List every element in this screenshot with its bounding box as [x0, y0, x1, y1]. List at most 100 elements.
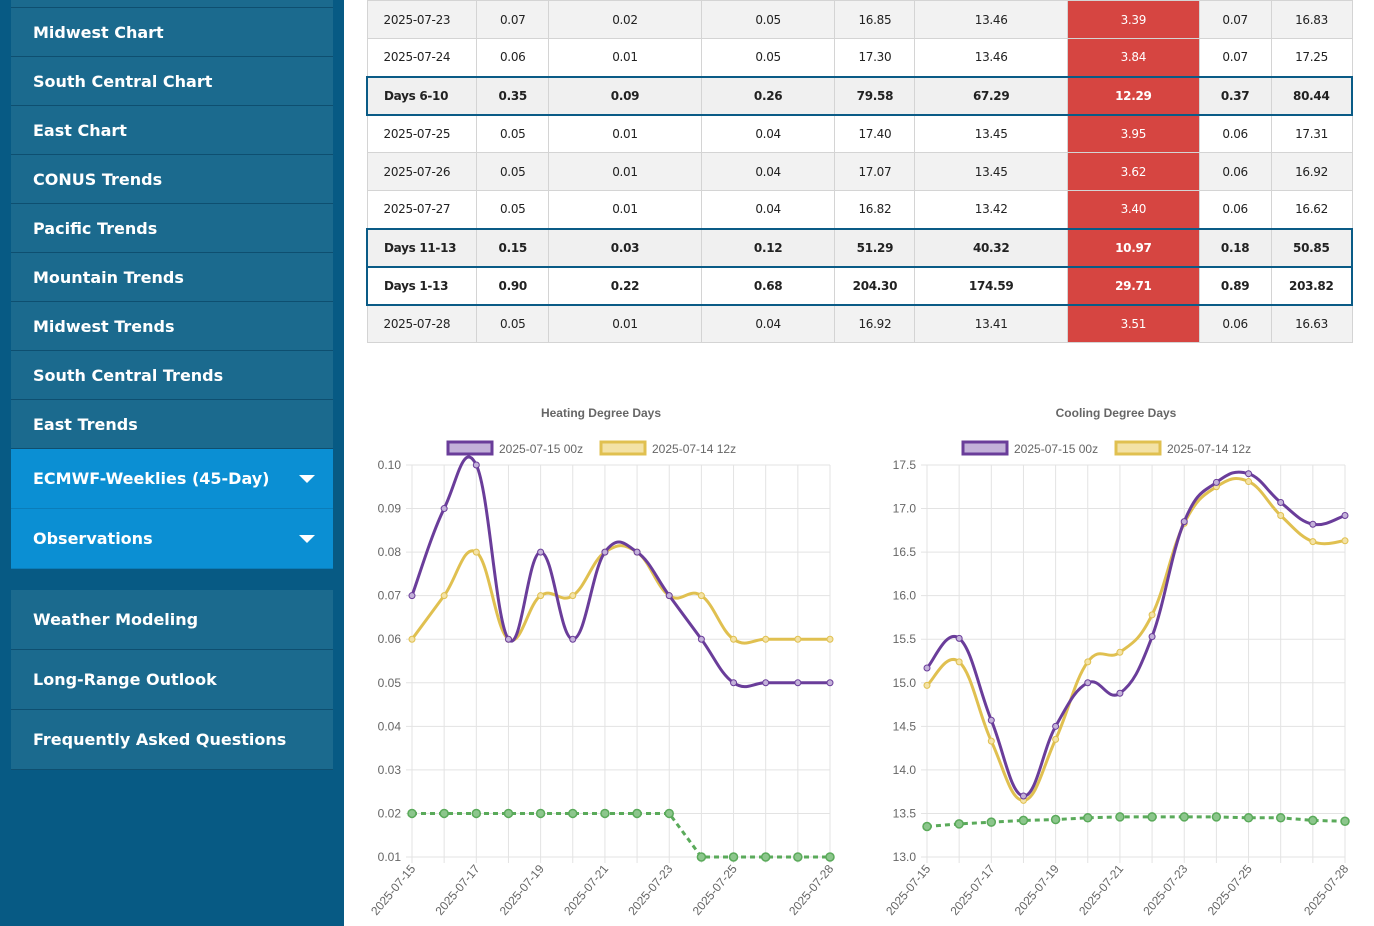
data-point: [1147, 812, 1157, 822]
sidebar-item-south-central-chart[interactable]: South Central Chart: [11, 57, 333, 106]
data-point: [1340, 816, 1350, 827]
data-point: [730, 635, 738, 643]
caret-down-icon: [299, 474, 315, 483]
y-tick-label: 0.10: [378, 458, 402, 472]
x-tick-label: 2025-07-19: [1012, 862, 1062, 918]
table-cell: 17.30: [834, 38, 916, 77]
data-point: [760, 852, 771, 862]
sidebar-item-label: ECMWF-Weeklies (45-Day): [33, 469, 270, 488]
data-point: [1245, 478, 1253, 486]
table-cell: 3.39: [1067, 0, 1200, 39]
x-tick-label: 2025-07-28: [786, 862, 836, 918]
x-tick-label: 2025-07-21: [561, 862, 611, 918]
table-cell: 0.07: [1198, 38, 1272, 77]
sidebar-item-faq[interactable]: Frequently Asked Questions: [11, 710, 333, 770]
data-point: [407, 808, 417, 819]
series-line-baseline: [926, 815, 1346, 829]
data-point: [987, 716, 995, 724]
table-row: 2025-07-25 0.05 0.01 0.04 17.40 13.45 3.95 0.06…: [366, 114, 1353, 153]
legend-swatch: [446, 440, 494, 456]
y-tick-label: 17.5: [893, 458, 917, 472]
y-tick-label: 14.5: [893, 719, 917, 733]
sidebar-nav-secondary: Weather Modeling Long-Range Outlook Freq…: [11, 590, 333, 770]
table-cell: 2025-07-25: [366, 114, 478, 153]
data-point: [1275, 813, 1286, 823]
data-point: [697, 592, 705, 600]
table-cell: 0.18: [1198, 227, 1272, 268]
data-point: [1052, 735, 1060, 743]
sidebar-item-top[interactable]: [11, 0, 333, 8]
sidebar-item-midwest-trends[interactable]: Midwest Trends: [11, 302, 333, 351]
legend-swatch: [599, 440, 647, 456]
table-cell: 0.22: [548, 265, 702, 306]
table-cell: 0.01: [548, 152, 702, 191]
summary-row: Days 11-13 0.15 0.03 0.12 51.29 40.32 10.97 0.1…: [366, 227, 1353, 268]
data-point: [1341, 537, 1349, 545]
table-cell: 10.97: [1067, 227, 1200, 268]
table-cell: 13.45: [914, 152, 1068, 191]
sidebar-item-pacific-trends[interactable]: Pacific Trends: [11, 204, 333, 253]
table-cell: Days 1-13: [366, 265, 478, 306]
table-cell: 29.71: [1067, 265, 1200, 306]
table-cell: 2025-07-28: [366, 304, 478, 343]
table-cell: 0.07: [1198, 0, 1272, 39]
table-cell: 13.42: [914, 190, 1068, 229]
sidebar-item-observations[interactable]: Observations: [11, 509, 333, 569]
data-point: [1052, 722, 1060, 730]
x-tick-label: 2025-07-25: [1205, 862, 1255, 918]
data-point: [569, 635, 577, 643]
data-point: [600, 808, 610, 819]
sidebar-item-weather-modeling[interactable]: Weather Modeling: [11, 590, 333, 650]
sidebar-item-south-central-trends[interactable]: South Central Trends: [11, 351, 333, 400]
table-cell: 13.41: [914, 304, 1068, 343]
hdd-chart-svg: Heating Degree Days 2025-07-15 00z 2025-07…: [368, 406, 836, 918]
series-line-baseline: [412, 811, 830, 859]
data-point: [826, 635, 834, 643]
data-point: [826, 679, 834, 687]
data-point: [1148, 611, 1156, 619]
data-point: [1309, 520, 1317, 528]
data-point: [794, 635, 802, 643]
sidebar-nav: Midwest Chart South Central Chart East C…: [11, 0, 333, 569]
y-tick-label: 16.0: [893, 589, 917, 603]
sidebar-item-long-range-outlook[interactable]: Long-Range Outlook: [11, 650, 333, 710]
hdd-chart: Heating Degree Days 2025-07-15 00z 2025-07…: [360, 395, 860, 926]
cdd-chart-svg: Cooling Degree Days 2025-07-15 00z 2025-07…: [883, 406, 1351, 918]
y-tick-label: 0.09: [378, 502, 402, 516]
data-point: [1341, 512, 1349, 520]
table-cell: 3.62: [1067, 152, 1200, 191]
y-tick-label: 17.0: [893, 502, 917, 516]
table-cell: 2025-07-27: [366, 190, 478, 229]
data-point: [535, 808, 546, 819]
table-cell: 3.40: [1067, 190, 1200, 229]
table-cell: 0.05: [476, 304, 550, 343]
table-cell: 0.15: [476, 227, 550, 268]
table-cell: 0.02: [548, 0, 702, 39]
data-point: [922, 821, 932, 832]
table-cell: 0.06: [476, 38, 550, 77]
table-cell: Days 11-13: [366, 227, 478, 268]
table-cell: 0.04: [700, 114, 836, 153]
data-point: [408, 592, 416, 600]
degree-days-table: 2025-07-23 0.07 0.02 0.05 16.85 13.46 3.39 0.07…: [366, 0, 1353, 343]
cdd-chart: Cooling Degree Days 2025-07-15 00z 2025-07…: [875, 395, 1374, 926]
table-cell: 17.40: [834, 114, 916, 153]
sidebar-item-ecmwf-weeklies[interactable]: ECMWF-Weeklies (45-Day): [11, 449, 333, 509]
table-cell: 16.83: [1270, 0, 1353, 39]
data-point: [1277, 498, 1285, 506]
sidebar-item-conus-trends[interactable]: CONUS Trends: [11, 155, 333, 204]
caret-down-icon: [299, 534, 315, 543]
data-point: [472, 461, 480, 469]
data-point: [1308, 815, 1318, 826]
data-point: [1309, 538, 1317, 546]
sidebar-item-midwest-chart[interactable]: Midwest Chart: [11, 8, 333, 57]
legend-label: 2025-07-15 00z: [499, 442, 583, 456]
data-point: [1115, 812, 1125, 822]
sidebar-item-mountain-trends[interactable]: Mountain Trends: [11, 253, 333, 302]
data-point: [1116, 648, 1124, 656]
table-cell: 0.01: [548, 38, 702, 77]
sidebar-item-label: Observations: [33, 529, 153, 548]
table-cell: 13.46: [914, 38, 1068, 77]
sidebar-item-east-chart[interactable]: East Chart: [11, 106, 333, 155]
sidebar-item-east-trends[interactable]: East Trends: [11, 400, 333, 449]
